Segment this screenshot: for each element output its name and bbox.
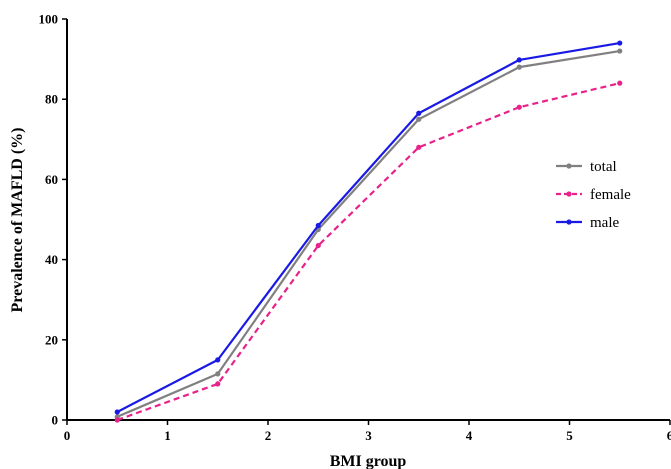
y-tick-label: 0	[52, 413, 59, 428]
data-point-female	[215, 381, 221, 387]
x-tick-label: 6	[667, 428, 671, 443]
x-axis-title: BMI group	[330, 453, 407, 469]
y-tick-label: 40	[45, 252, 58, 267]
data-point-female	[416, 144, 422, 150]
legend-marker-total	[566, 163, 572, 169]
data-point-male	[315, 222, 321, 229]
series-line-female	[116, 82, 621, 422]
data-point-male	[416, 110, 422, 116]
legend-item-female: female	[556, 187, 631, 203]
legend-item-male: male	[556, 215, 619, 231]
data-point-male	[617, 40, 623, 46]
data-point-male	[114, 409, 120, 415]
legend-marker-male	[566, 219, 572, 225]
x-tick-label: 3	[365, 428, 372, 443]
y-tick-label: 20	[45, 332, 58, 347]
series-line-male	[116, 41, 620, 413]
data-point-total	[215, 371, 221, 377]
data-point-total	[617, 48, 623, 54]
data-point-total	[516, 64, 522, 70]
data-point-female	[315, 242, 321, 249]
legend-label-female: female	[590, 187, 631, 203]
x-tick-label: 5	[566, 428, 573, 443]
data-point-female	[114, 417, 120, 423]
x-tick-label: 0	[64, 428, 71, 443]
x-tick-label: 1	[164, 428, 171, 443]
data-point-female	[516, 104, 522, 110]
y-tick-label: 60	[45, 172, 58, 187]
x-tick-label: 4	[466, 428, 473, 443]
series-male	[114, 40, 623, 415]
data-point-male	[215, 357, 221, 363]
legend-label-male: male	[590, 215, 619, 231]
data-point-female	[617, 80, 623, 86]
legend: total female male	[556, 159, 631, 231]
y-tick-label: 80	[45, 92, 58, 107]
y-axis-title: Prevalence of MAFLD (%)	[9, 128, 26, 313]
data-point-male	[516, 57, 522, 63]
legend-item-total: total	[556, 159, 617, 175]
legend-marker-female	[566, 191, 572, 197]
y-tick-label: 100	[39, 12, 59, 27]
series-line-total	[116, 49, 620, 418]
series-female	[114, 80, 623, 423]
series-layer	[114, 40, 623, 423]
legend-label-total: total	[590, 159, 617, 175]
data-point-total	[416, 116, 422, 122]
x-tick-label: 2	[265, 428, 272, 443]
series-total	[114, 48, 623, 420]
